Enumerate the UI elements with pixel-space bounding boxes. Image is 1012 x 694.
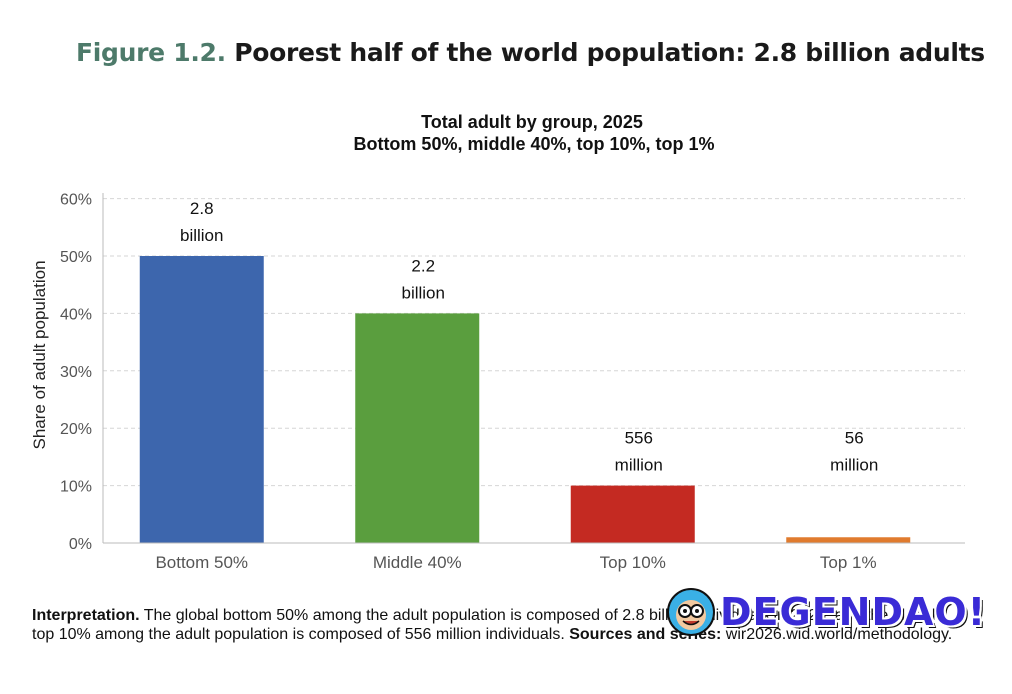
x-tick-label: Top 10% [600, 553, 666, 572]
x-tick-label: Bottom 50% [155, 553, 248, 572]
y-tick-label: 30% [60, 364, 92, 381]
sources-text: wir2026.wid.world/methodology. [721, 626, 953, 643]
bar [570, 485, 695, 543]
interpretation-label: Interpretation. [32, 607, 140, 624]
data-label: 56 [845, 429, 864, 448]
y-tick-label: 50% [60, 249, 92, 266]
bar [139, 256, 264, 543]
y-tick-label: 10% [60, 479, 92, 496]
data-label: million [830, 456, 878, 475]
figure-footnote: Interpretation. The global bottom 50% am… [32, 606, 962, 644]
bar-chart: Total adult by group, 2025 Bottom 50%, m… [30, 112, 965, 572]
bar [355, 313, 480, 543]
figure-title: Figure 1.2. Poorest half of the world po… [76, 38, 985, 67]
data-label: 2.8 [190, 199, 214, 218]
cartoon-face-icon [667, 588, 715, 636]
data-label: 2.2 [411, 256, 435, 275]
watermark-text: DEGENDAO! [720, 590, 987, 634]
data-label: 556 [625, 429, 653, 448]
data-label: million [615, 456, 663, 475]
y-tick-label: 60% [60, 192, 92, 209]
bars: Bottom 50% 2.8 billion Middle 40% 2.2 billion… [139, 199, 911, 572]
x-tick-label: Middle 40% [373, 553, 462, 572]
watermark-logo: DEGENDAO! [666, 586, 986, 638]
interpretation-text: The global bottom 50% among the adult po… [32, 607, 936, 643]
y-tick-label: 20% [60, 421, 92, 438]
y-tick-label: 0% [69, 536, 92, 553]
chart-subtitle: Bottom 50%, middle 40%, top 10%, top 1% [353, 134, 714, 154]
data-label: billion [402, 283, 445, 302]
bar [786, 537, 911, 543]
figure-heading: Poorest half of the world population: 2.… [234, 38, 985, 67]
x-tick-label: Top 1% [820, 553, 877, 572]
figure-number: Figure 1.2. [76, 38, 226, 67]
chart-title: Total adult by group, 2025 [421, 112, 643, 132]
y-tick-label: 40% [60, 306, 92, 323]
data-label: billion [180, 226, 223, 245]
y-axis-label: Share of adult population [30, 260, 49, 449]
